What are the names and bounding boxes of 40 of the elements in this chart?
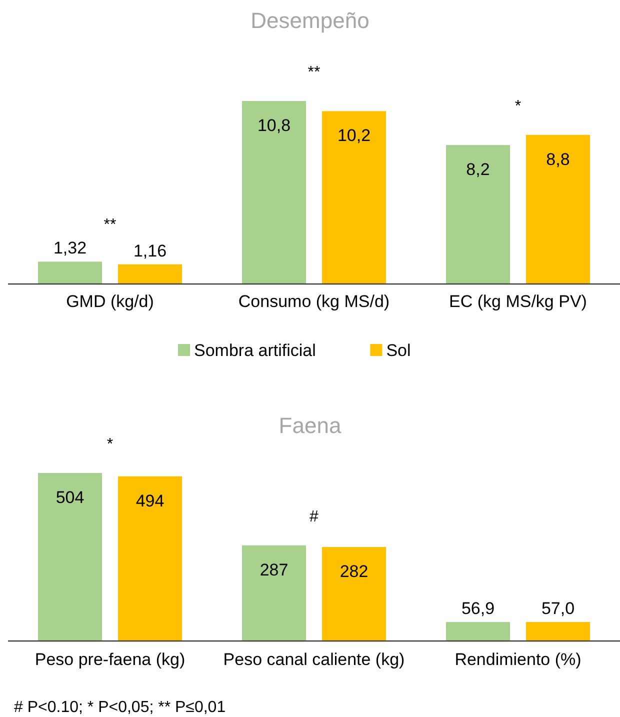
bar — [38, 262, 102, 284]
bar — [322, 111, 386, 284]
annotation: * — [514, 98, 522, 115]
bar — [118, 476, 182, 641]
text: ** — [308, 64, 320, 81]
bar — [446, 145, 510, 284]
chart-title: Faena — [278, 413, 342, 438]
x-tick-label: GMD (kg/d) — [66, 292, 154, 311]
bar — [526, 622, 590, 641]
x-tick-label: Consumo (kg MS/d) — [238, 292, 390, 311]
data-label: 494 — [136, 491, 164, 510]
annotation: ** — [104, 216, 116, 234]
data-label: 282 — [340, 562, 368, 581]
bar — [242, 101, 306, 284]
text: # P<0.10; * P<0,05; ** P≤0,01 — [14, 699, 226, 716]
data-label: 8,8 — [546, 150, 570, 169]
bar — [322, 547, 386, 641]
data-label: 287 — [260, 560, 288, 580]
data-label: 56,9 — [461, 599, 495, 618]
data-label: 1,32 — [53, 238, 87, 258]
data-label: 57,0 — [541, 599, 575, 618]
x-tick-label: Rendimiento (%) — [454, 650, 582, 669]
bar — [526, 134, 590, 284]
bar — [118, 264, 182, 284]
bar — [446, 622, 510, 641]
bar — [38, 473, 102, 641]
data-label: 10,2 — [337, 126, 371, 146]
chart-title: Desempeño — [250, 8, 370, 33]
x-tick-label: Peso pre-faena (kg) — [34, 650, 186, 669]
data-label: 504 — [56, 488, 84, 507]
data-label: 10,8 — [257, 116, 291, 135]
annotation: # — [310, 508, 319, 526]
data-label: 8,2 — [466, 160, 490, 180]
text: * — [106, 436, 114, 453]
bar — [242, 545, 306, 641]
x-tick-label: Peso canal caliente (kg) — [223, 650, 405, 669]
legend-label: Sombra artificial — [194, 341, 316, 360]
x-tick-label: EC (kg MS/kg PV) — [449, 292, 587, 311]
legend-label: Sol — [386, 341, 411, 360]
data-label: 1,16 — [133, 241, 167, 260]
